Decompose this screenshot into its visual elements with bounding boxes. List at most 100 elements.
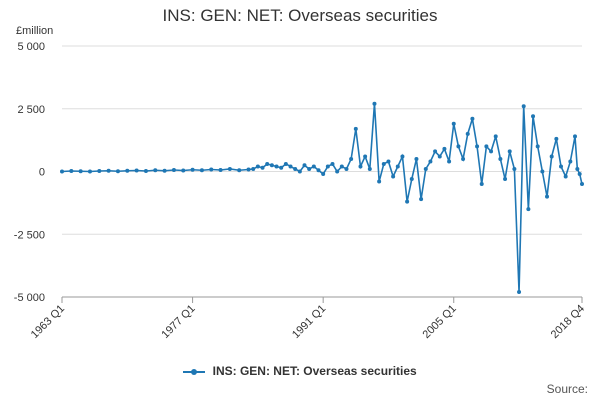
data-point	[479, 182, 484, 187]
data-point	[171, 167, 176, 172]
data-point	[363, 154, 368, 159]
x-tick-label: 2018 Q4	[549, 303, 587, 341]
x-tick-labels: 1963 Q1 1977 Q1 1991 Q1 2005 Q1 2018 Q4	[29, 296, 587, 341]
chart-title: INS: GEN: NET: Overseas securities	[162, 6, 438, 25]
data-point	[302, 163, 307, 168]
data-point	[433, 149, 438, 154]
data-point	[540, 169, 545, 174]
data-point	[293, 166, 298, 171]
data-point	[297, 169, 302, 174]
data-point	[577, 172, 582, 177]
data-point	[419, 197, 424, 202]
data-point	[162, 168, 167, 173]
series-points	[60, 101, 584, 294]
data-point	[484, 144, 489, 149]
data-point	[358, 164, 363, 169]
data-point	[470, 116, 475, 121]
data-point	[60, 169, 64, 174]
data-point	[451, 121, 456, 126]
data-point	[143, 169, 148, 173]
data-point	[325, 164, 330, 169]
data-point	[307, 166, 312, 171]
data-point	[428, 159, 433, 164]
data-point	[255, 164, 260, 169]
data-point	[531, 114, 536, 119]
data-point	[311, 164, 316, 169]
data-point	[526, 207, 531, 212]
data-point	[507, 149, 512, 154]
data-point	[134, 168, 139, 173]
data-point	[316, 168, 321, 173]
data-point	[563, 174, 568, 179]
data-point	[69, 169, 74, 173]
data-point	[125, 168, 130, 173]
data-point	[209, 167, 214, 172]
y-tick-labels: -5 000 -2 500 0 2 500 5 000	[14, 41, 45, 304]
data-point	[237, 168, 242, 173]
data-point	[554, 136, 559, 141]
data-point	[339, 164, 344, 169]
data-point	[580, 182, 584, 187]
data-point	[377, 179, 382, 184]
y-axis-unit-label: £million	[16, 25, 54, 37]
x-tick-label: 1977 Q1	[159, 303, 197, 341]
data-point	[517, 289, 522, 294]
y-tick-label: 5 000	[17, 41, 45, 53]
data-point	[344, 166, 349, 171]
data-point	[321, 172, 326, 177]
data-point	[498, 156, 503, 161]
data-point	[246, 167, 251, 172]
data-point	[218, 167, 223, 172]
data-point	[575, 166, 580, 171]
data-point	[386, 159, 391, 164]
data-point	[97, 169, 102, 173]
y-tick-label: -5 000	[14, 292, 45, 304]
data-point	[456, 144, 461, 149]
data-point	[521, 104, 526, 109]
data-point	[181, 168, 186, 173]
series-line	[61, 103, 583, 293]
data-point	[559, 164, 564, 169]
data-point	[493, 134, 498, 139]
data-point	[115, 169, 120, 174]
data-point	[437, 154, 442, 159]
data-point	[283, 161, 288, 166]
data-point	[367, 166, 372, 171]
data-point	[409, 177, 414, 182]
legend: INS: GEN: NET: Overseas securities	[0, 364, 600, 378]
data-point	[269, 163, 274, 168]
source-label: Source:	[546, 382, 588, 396]
legend-label: INS: GEN: NET: Overseas securities	[212, 364, 417, 378]
data-point	[535, 144, 540, 149]
data-point	[227, 166, 232, 171]
x-tick-label: 2005 Q1	[421, 303, 459, 341]
data-point	[190, 167, 195, 172]
data-point	[153, 168, 158, 173]
legend-swatch	[183, 368, 206, 375]
data-point	[265, 161, 270, 166]
data-point	[405, 199, 410, 204]
y-tick-label: -2 500	[14, 229, 45, 241]
data-point	[381, 161, 386, 166]
data-point	[447, 159, 452, 164]
y-tick-label: 2 500	[17, 104, 45, 116]
data-point	[288, 164, 293, 169]
data-point	[568, 159, 573, 164]
data-point	[442, 146, 447, 151]
x-tick-label: 1963 Q1	[29, 303, 67, 341]
data-point	[461, 156, 466, 161]
data-point	[372, 101, 377, 106]
data-point	[349, 156, 354, 161]
data-point	[274, 164, 279, 169]
data-point	[414, 156, 419, 161]
data-point	[423, 166, 428, 171]
data-point	[400, 154, 405, 159]
x-tick-label: 1991 Q1	[290, 303, 328, 341]
data-point	[260, 165, 265, 170]
data-point	[465, 131, 470, 136]
data-point	[489, 149, 494, 154]
data-point	[545, 194, 550, 199]
data-point	[475, 144, 480, 149]
data-point	[199, 168, 204, 173]
